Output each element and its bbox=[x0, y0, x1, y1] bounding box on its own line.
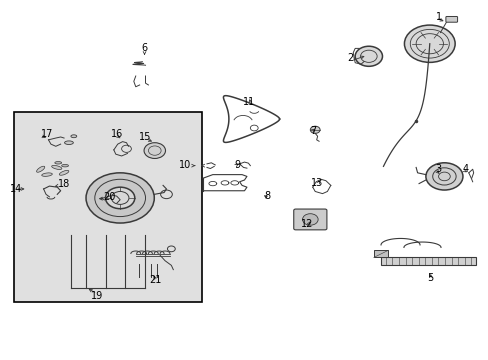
Circle shape bbox=[404, 25, 454, 62]
Ellipse shape bbox=[64, 141, 73, 144]
FancyBboxPatch shape bbox=[293, 209, 326, 230]
Text: 15: 15 bbox=[139, 132, 151, 142]
Ellipse shape bbox=[71, 135, 77, 138]
FancyBboxPatch shape bbox=[445, 17, 457, 22]
Text: 2: 2 bbox=[347, 53, 353, 63]
Ellipse shape bbox=[55, 162, 61, 164]
Ellipse shape bbox=[59, 170, 69, 175]
Text: 5: 5 bbox=[427, 273, 433, 283]
Circle shape bbox=[354, 46, 382, 66]
Text: 6: 6 bbox=[141, 43, 147, 53]
Text: 19: 19 bbox=[91, 291, 103, 301]
Circle shape bbox=[302, 214, 318, 225]
Circle shape bbox=[310, 126, 320, 134]
Text: 4: 4 bbox=[462, 164, 468, 174]
Circle shape bbox=[425, 163, 462, 190]
Text: 10: 10 bbox=[178, 159, 190, 170]
Text: 14: 14 bbox=[9, 184, 21, 194]
Text: 21: 21 bbox=[149, 275, 162, 285]
FancyBboxPatch shape bbox=[14, 112, 202, 302]
Bar bbox=[373, 250, 387, 257]
Ellipse shape bbox=[37, 166, 45, 172]
Text: 11: 11 bbox=[243, 97, 255, 107]
Text: 18: 18 bbox=[58, 179, 70, 189]
Bar bbox=[380, 257, 475, 265]
Ellipse shape bbox=[61, 165, 68, 167]
Circle shape bbox=[144, 143, 165, 158]
Text: 8: 8 bbox=[264, 192, 270, 202]
Circle shape bbox=[86, 173, 154, 223]
Text: 20: 20 bbox=[103, 192, 115, 202]
Ellipse shape bbox=[41, 173, 52, 176]
Text: 16: 16 bbox=[110, 130, 122, 139]
Text: 12: 12 bbox=[300, 219, 312, 229]
Circle shape bbox=[105, 187, 135, 209]
Text: 1: 1 bbox=[435, 12, 441, 22]
Text: 13: 13 bbox=[310, 178, 322, 188]
Text: 3: 3 bbox=[435, 164, 441, 174]
Text: 7: 7 bbox=[309, 126, 315, 135]
Text: 9: 9 bbox=[234, 159, 241, 170]
Ellipse shape bbox=[52, 165, 62, 170]
Text: 17: 17 bbox=[41, 130, 53, 139]
